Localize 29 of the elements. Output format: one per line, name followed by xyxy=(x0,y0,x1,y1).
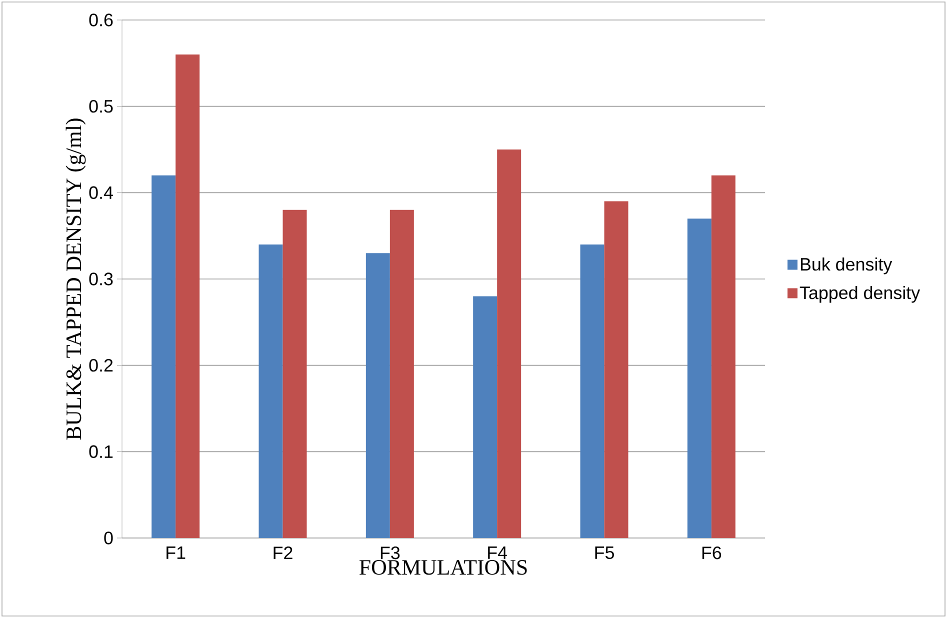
y-tick-label: 0.5 xyxy=(89,100,113,113)
legend-label: Tapped density xyxy=(800,286,920,303)
y-tick-label: 0.1 xyxy=(89,445,113,458)
bar xyxy=(390,210,414,538)
x-tick-label: F3 xyxy=(380,546,400,560)
x-axis-title: FORMULATIONS xyxy=(359,560,527,575)
bar xyxy=(711,175,736,538)
bar xyxy=(604,201,628,538)
bar xyxy=(282,210,307,538)
bar xyxy=(366,253,390,538)
legend-label: Buk density xyxy=(800,258,892,274)
y-tick-label: 0.6 xyxy=(89,14,113,26)
bar xyxy=(258,244,283,538)
bar xyxy=(176,54,200,538)
bar xyxy=(580,244,604,538)
bar xyxy=(687,218,712,538)
y-tick-label: 0.2 xyxy=(89,358,113,372)
y-tick-label: 0.4 xyxy=(89,186,113,200)
bar xyxy=(497,150,522,538)
x-tick-label: F4 xyxy=(488,546,508,559)
bar xyxy=(473,296,498,538)
bar xyxy=(152,175,176,538)
y-tick-label: 0.3 xyxy=(89,272,113,286)
x-tick-label: F2 xyxy=(274,546,292,560)
y-tick-label: 0 xyxy=(104,532,113,544)
x-tick-label: F6 xyxy=(702,546,722,560)
y-axis-title: BULK& TAPPED DENSITY (g/ml) xyxy=(66,118,86,440)
x-tick-label: F1 xyxy=(166,546,186,559)
x-tick-label: F5 xyxy=(595,546,614,560)
